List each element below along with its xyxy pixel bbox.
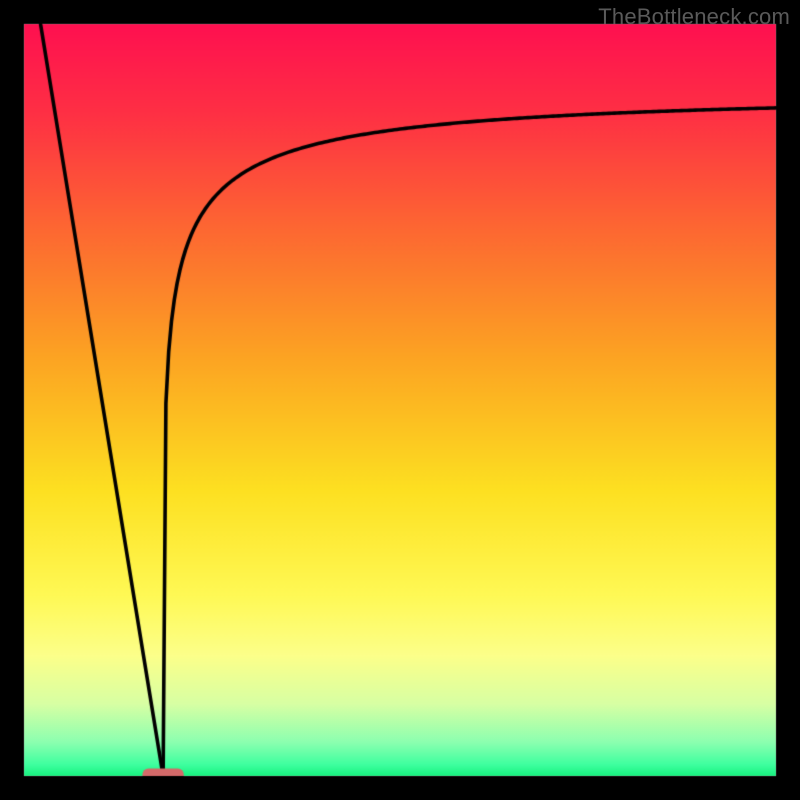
chart-container: TheBottleneck.com [0,0,800,800]
frame-border [0,0,800,800]
watermark-text: TheBottleneck.com [598,4,790,30]
